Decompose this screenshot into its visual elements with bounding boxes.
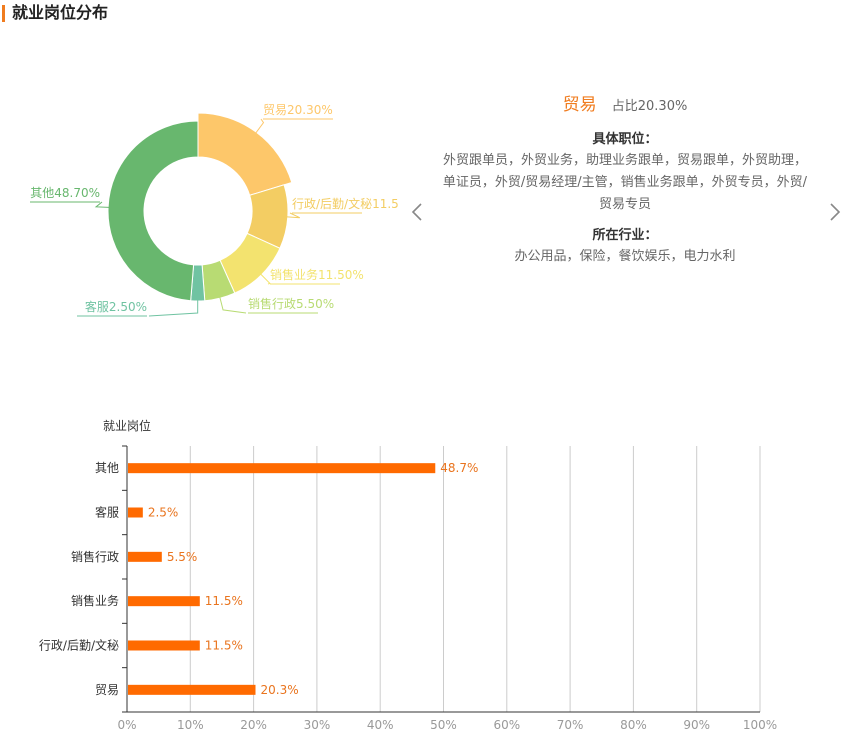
chevron-left-icon[interactable] [410,200,424,224]
x-tick-label: 60% [493,718,520,732]
bar[interactable] [128,684,256,695]
donut-label-2: 销售业务11.50% [270,267,364,282]
donut-slice-0[interactable] [197,112,293,196]
bar[interactable] [128,596,200,607]
bar-value-label: 11.5% [205,594,243,608]
detail-category-ratio: 占比20.30% [611,99,688,114]
x-tick-label: 50% [430,718,457,732]
bar[interactable] [128,640,200,651]
bar[interactable] [128,463,436,474]
bar-value-label: 2.5% [148,506,179,520]
donut-label-3: 销售行政5.50% [248,296,334,311]
donut-leader-line-5 [94,201,113,208]
donut-leader-line-4 [148,296,199,317]
x-tick-label: 20% [240,718,267,732]
donut-label-5: 其他48.70% [30,186,100,200]
detail-panel: 贸易 占比20.30% 具体职位： 外贸跟单员，外贸业务，助理业务跟单，贸易跟单… [430,88,820,268]
bar-value-label: 5.5% [167,550,198,564]
x-tick-label: 80% [620,718,647,732]
bar[interactable] [128,551,162,562]
x-tick-label: 10% [177,718,204,732]
donut-leader-line-0 [253,118,265,136]
bar-value-label: 20.3% [260,683,298,697]
positions-text: 外贸跟单员，外贸业务，助理业务跟单，贸易跟单，外贸助理，单证员，外贸/贸易经理/… [442,153,808,212]
x-tick-label: 40% [367,718,394,732]
section-header: 就业岗位分布 [0,0,851,28]
page-title: 就业岗位分布 [12,3,109,22]
donut-chart[interactable]: 贸易20.30% 行政/后勤/文秘11.5 销售业务11.50% 销售行政5.50% 客… [0,80,400,360]
x-tick-label: 70% [557,718,584,732]
donut-label-1: 行政/后勤/文秘11.5 [292,196,399,211]
y-tick-label: 销售业务 [71,593,119,608]
bar[interactable] [128,507,143,518]
x-tick-label: 0% [117,718,136,732]
bar-chart-ylabel: 就业岗位 [103,418,151,433]
donut-label-0: 贸易20.30% [263,103,333,117]
positions-label: 具体职位： [592,132,658,147]
bar-chart: 就业岗位 0% 10% 20% 30% 40% 50% 60% 70% 80% 90% 100% 贸易 2… [39,418,777,732]
x-tick-label: 30% [304,718,331,732]
detail-headline: 贸易 占比20.30% [430,88,820,122]
y-tick-label: 贸易 [95,683,119,697]
x-tick-label: 100% [743,718,777,732]
x-tick-label: 90% [683,718,710,732]
donut-leader-line-3 [218,294,247,314]
chevron-right-icon[interactable] [828,200,842,224]
industry-label: 所在行业： [592,228,658,243]
detail-category-name: 贸易 [562,95,597,115]
bar-value-label: 48.7% [440,461,478,475]
donut-label-4: 客服2.50% [85,299,147,314]
bar-value-label: 11.5% [205,639,243,653]
y-tick-label: 行政/后勤/文秘 [39,638,119,653]
donut-leader-line-2 [258,271,271,285]
y-tick-label: 客服 [95,505,119,520]
title-accent-bar [2,5,5,22]
industry-text: 办公用品，保险，餐饮娱乐，电力水利 [514,249,736,264]
donut-slice-5[interactable] [107,120,199,302]
y-tick-label: 其他 [95,461,119,475]
donut-leader-line-1 [283,212,300,219]
y-tick-label: 销售行政 [71,549,119,564]
